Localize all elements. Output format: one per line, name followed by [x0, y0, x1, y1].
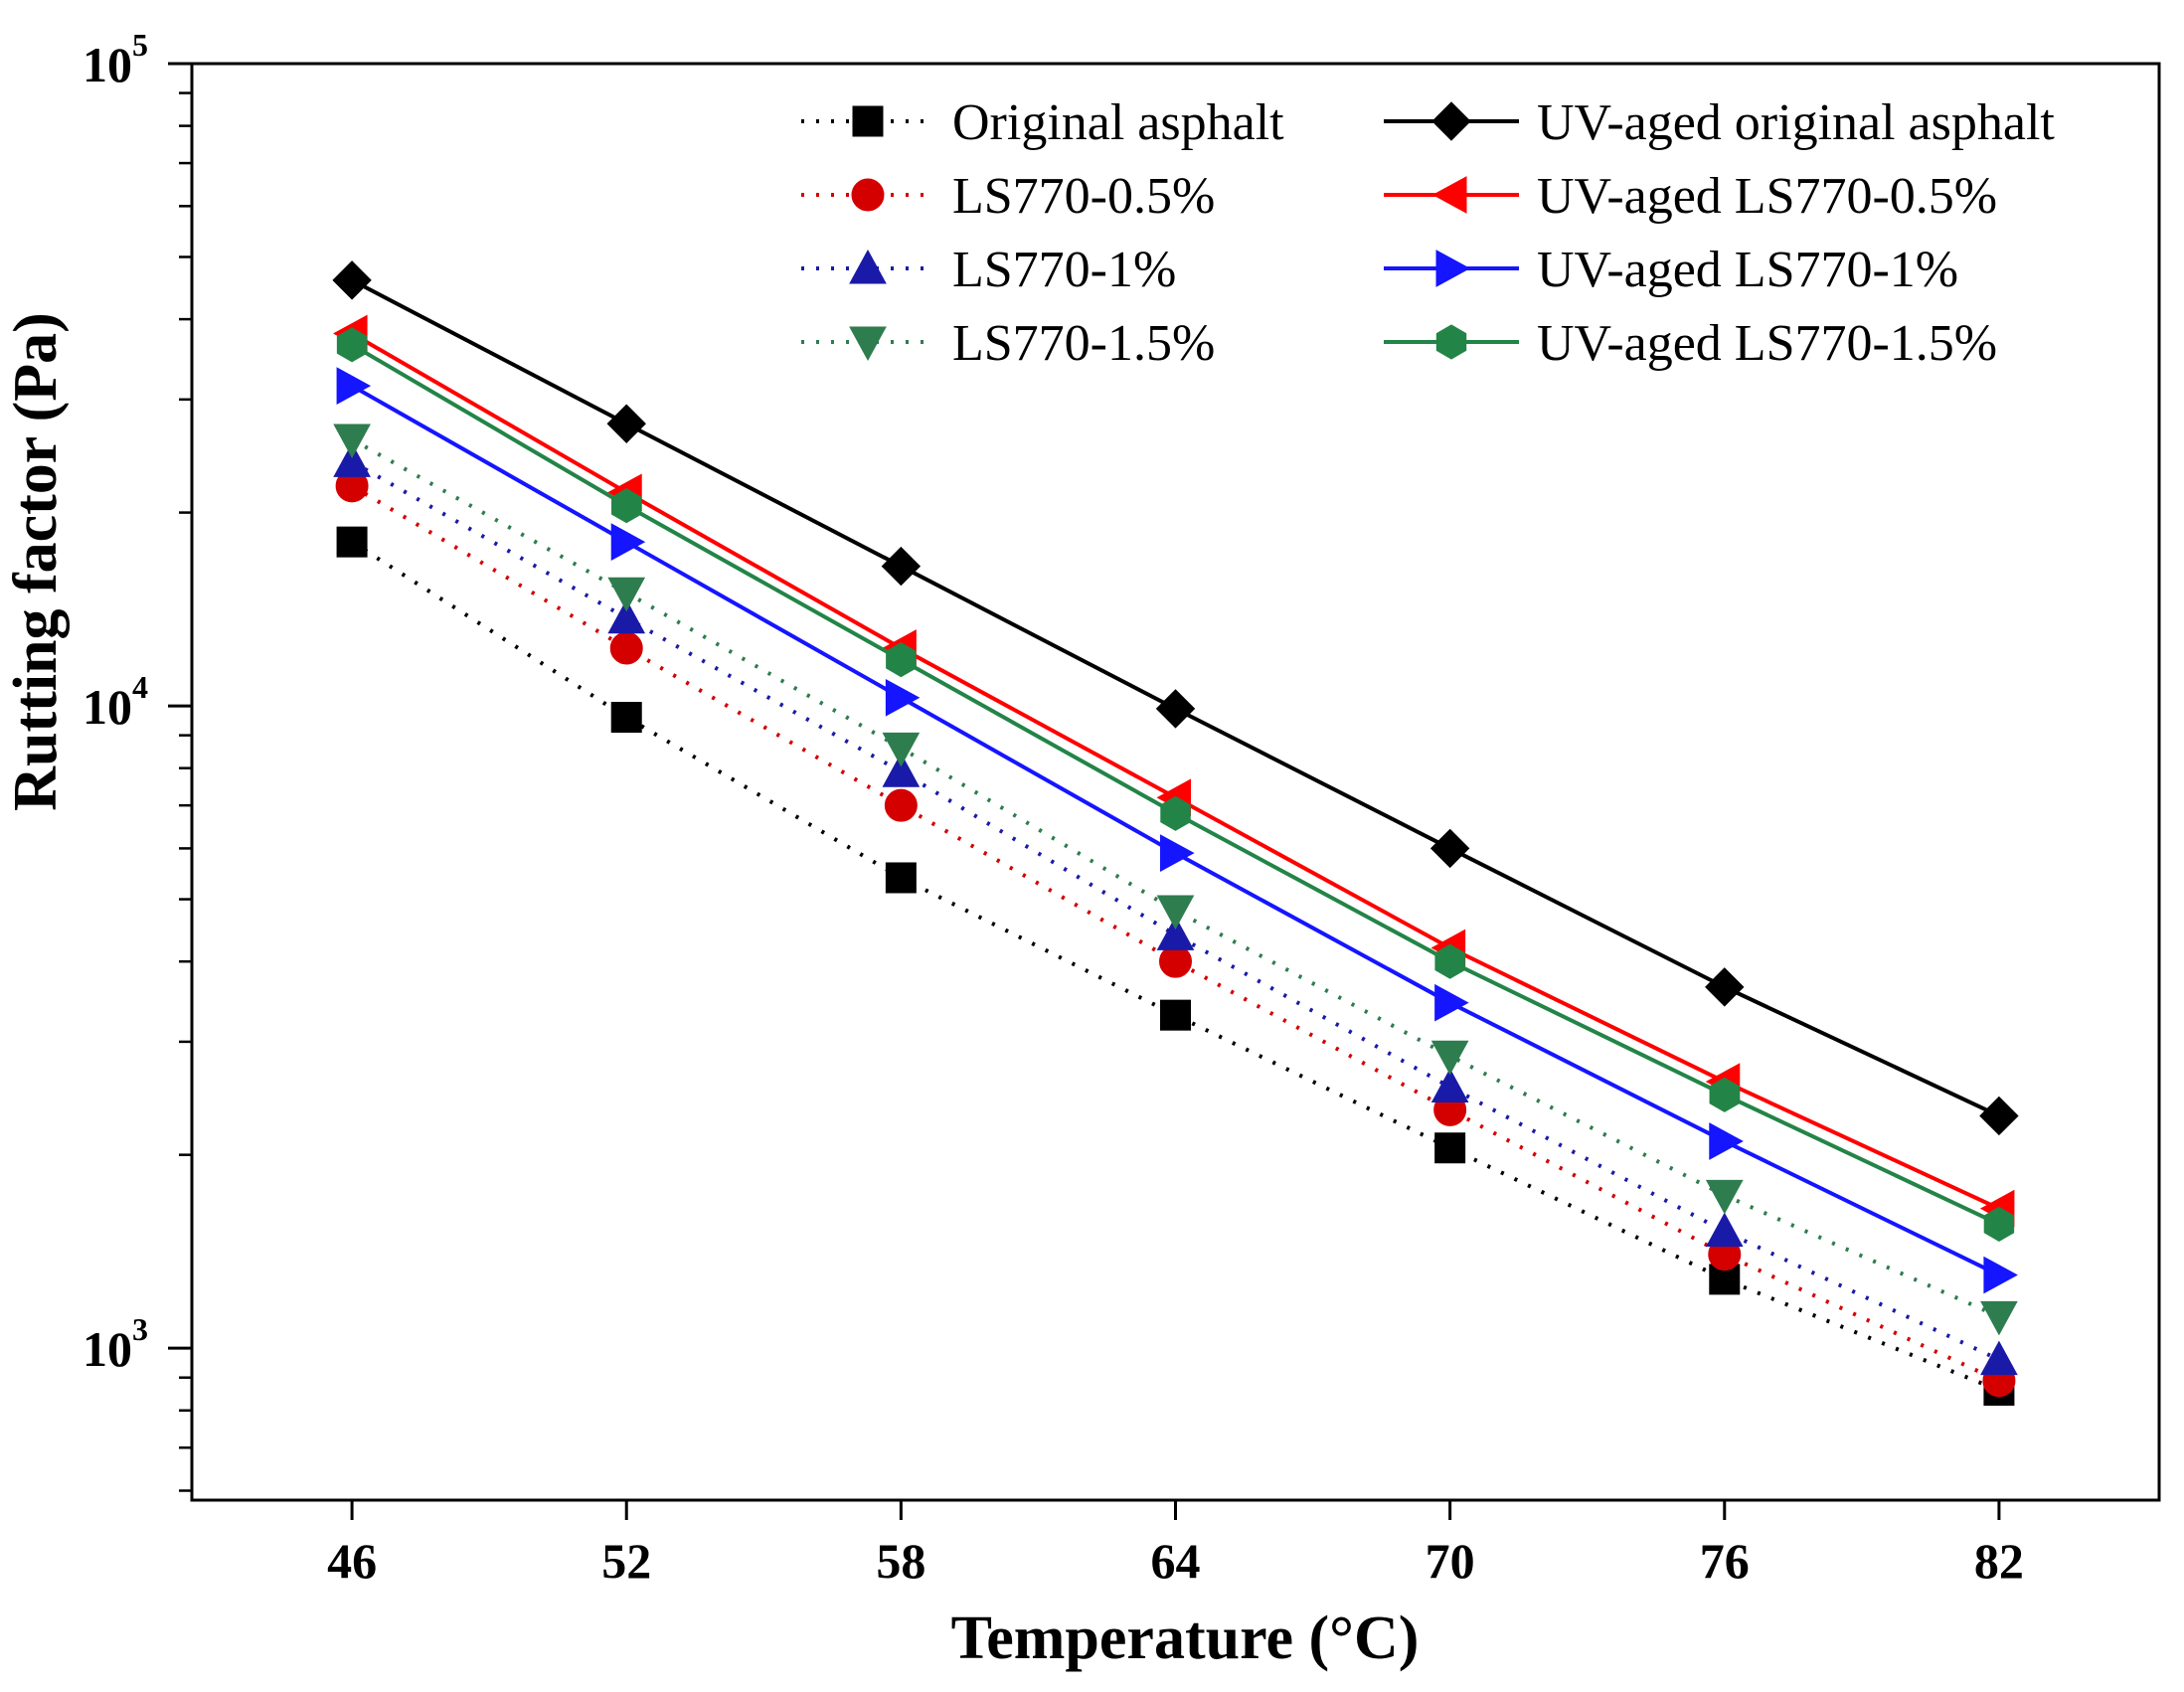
- data-point: [1434, 1132, 1466, 1164]
- data-point: [1980, 1340, 2018, 1376]
- data-point: [1980, 1300, 2018, 1336]
- x-tick-label: 46: [327, 1533, 377, 1589]
- data-point: [610, 488, 642, 524]
- series-uv-aged-original-asphalt: [332, 260, 2019, 1136]
- legend-item: UV-aged LS770-1.5%: [1384, 315, 1997, 372]
- legend-label: LS770-1.5%: [952, 315, 1215, 372]
- data-point: [1709, 1122, 1744, 1160]
- x-tick-label: 64: [1151, 1533, 1201, 1589]
- data-point: [610, 702, 642, 734]
- legend-item: Original asphalt: [801, 94, 1284, 151]
- y-axis-title: Rutting factor (Pa): [2, 312, 70, 811]
- data-point: [1160, 795, 1191, 831]
- series-ls770-1: [333, 442, 2018, 1376]
- data-point: [610, 523, 646, 561]
- legend-item: LS770-0.5%: [801, 168, 1215, 225]
- legend-marker: [851, 178, 885, 212]
- x-tick-label: 76: [1700, 1533, 1750, 1589]
- data-point: [1434, 983, 1469, 1022]
- data-point: [607, 577, 646, 612]
- data-point: [336, 327, 368, 363]
- data-point: [881, 546, 922, 587]
- data-point: [1983, 1206, 2015, 1242]
- data-point: [1155, 689, 1196, 729]
- data-point: [1429, 828, 1470, 869]
- legend-item: LS770-1.5%: [801, 315, 1215, 372]
- x-tick-label: 82: [1974, 1533, 2024, 1589]
- legend-label: LS770-1%: [952, 242, 1176, 298]
- legend-marker: [1431, 101, 1471, 141]
- data-point: [1983, 1256, 2018, 1294]
- data-point: [1159, 944, 1192, 978]
- legend: Original asphalt LS770-0.5% LS770-1% LS770-…: [801, 94, 2055, 372]
- data-point: [332, 260, 372, 300]
- data-point: [1430, 1040, 1469, 1076]
- legend-label: UV-aged LS770-1.5%: [1537, 315, 1997, 372]
- data-point: [885, 862, 917, 894]
- series-uv-aged-ls770-1-5: [336, 327, 2015, 1242]
- data-point: [882, 753, 921, 787]
- data-point: [336, 367, 372, 405]
- legend-label: UV-aged original asphalt: [1537, 94, 2055, 151]
- y-tick-label: 103: [83, 1311, 148, 1377]
- data-point: [884, 788, 918, 822]
- data-point: [1705, 1212, 1744, 1248]
- x-tick-label: 70: [1426, 1533, 1475, 1589]
- legend-marker: [1431, 176, 1467, 214]
- data-point: [885, 678, 921, 717]
- data-point: [1979, 1096, 2019, 1136]
- data-point: [333, 442, 371, 477]
- legend-marker: [1435, 324, 1467, 360]
- legend-marker: [849, 326, 887, 362]
- legend-item: LS770-1%: [801, 242, 1176, 298]
- data-point: [1709, 1077, 1741, 1112]
- legend-marker: [852, 105, 884, 137]
- x-axis-title: Temperature (°C): [951, 1605, 1420, 1672]
- series-ls770-1-5: [333, 423, 2018, 1336]
- legend-item: UV-aged original asphalt: [1384, 94, 2055, 151]
- legend-item: UV-aged LS770-0.5%: [1384, 168, 1997, 225]
- x-tick-label: 52: [601, 1533, 651, 1589]
- data-point: [333, 423, 371, 459]
- legend-label: UV-aged LS770-0.5%: [1537, 168, 1997, 225]
- data-point: [1160, 834, 1195, 872]
- x-tick-label: 58: [876, 1533, 925, 1589]
- data-point: [1434, 943, 1465, 979]
- data-point: [1156, 895, 1195, 931]
- data-point: [1705, 967, 1745, 1007]
- data-point: [1156, 916, 1195, 950]
- data-point: [336, 526, 368, 558]
- legend-label: UV-aged LS770-1%: [1537, 242, 1958, 298]
- legend-label: LS770-0.5%: [952, 168, 1215, 225]
- data-point: [1160, 999, 1191, 1031]
- data-point: [886, 642, 917, 678]
- data-point: [607, 598, 646, 634]
- legend-label: Original asphalt: [952, 94, 1284, 151]
- series-uv-aged-ls770-1: [336, 367, 2018, 1294]
- data-point: [606, 404, 646, 443]
- data-point: [882, 732, 921, 767]
- legend-item: UV-aged LS770-1%: [1384, 242, 1958, 298]
- y-tick-label: 105: [83, 27, 148, 92]
- data-point: [1430, 1068, 1469, 1102]
- plot-area: 46 52 58 64 70 76 82 103 104 105: [83, 27, 2161, 1589]
- data-point: [1705, 1179, 1744, 1215]
- data-point: [609, 631, 643, 665]
- y-tick-label: 104: [83, 669, 148, 735]
- legend-marker: [849, 249, 887, 284]
- series-layer: [332, 260, 2019, 1406]
- legend-marker: [1435, 250, 1471, 287]
